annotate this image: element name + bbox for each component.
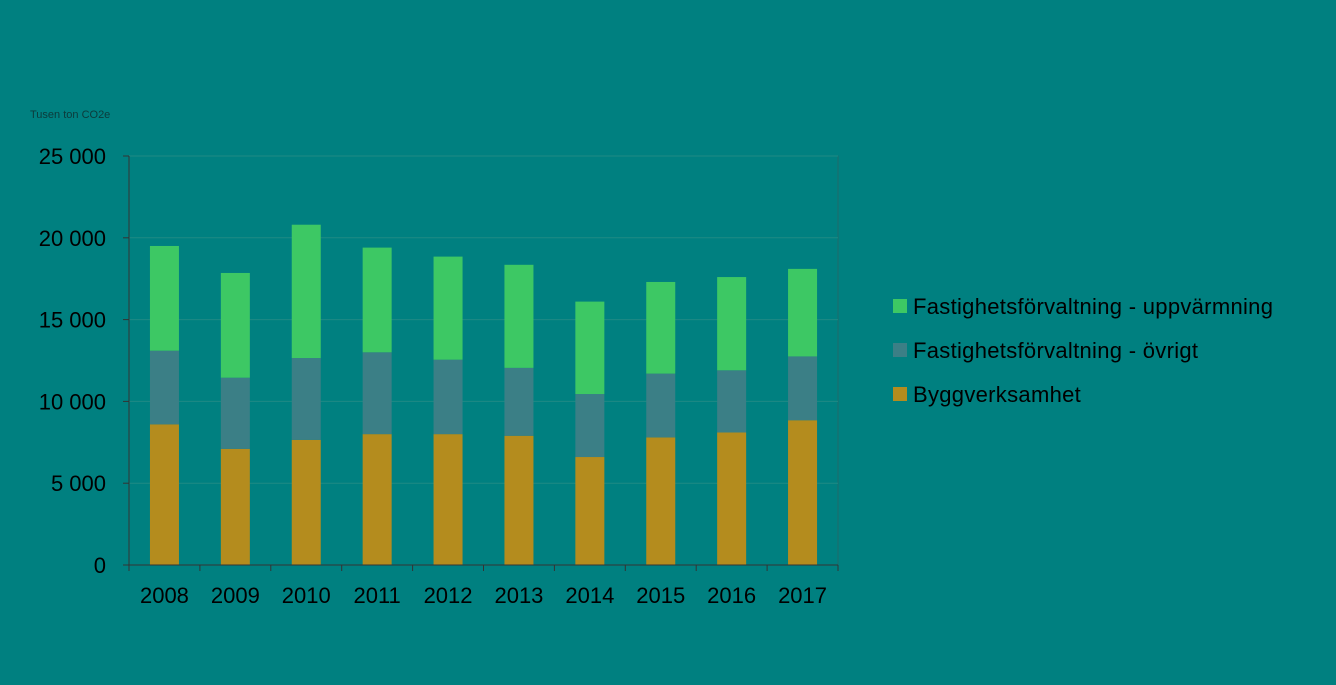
bar-segment [646,437,676,565]
bar-segment [291,358,321,440]
legend-label: Fastighetsförvaltning - uppvärmning [913,294,1273,319]
x-tick-label: 2008 [140,583,189,608]
legend-swatch [893,343,907,357]
bar-segment [646,373,676,438]
x-tick-label: 2016 [707,583,756,608]
y-tick-label: 20 000 [39,226,106,251]
y-tick-labels: 0 5 000 10 000 15 000 20 000 25 000 [39,144,106,578]
x-tick-label: 2014 [565,583,614,608]
bar-segment [220,377,250,449]
bar-segment [575,301,605,395]
y-tick-label: 5 000 [51,471,106,496]
bar-segment [362,247,392,353]
y-tick-label: 0 [94,553,106,578]
bar-segment [504,435,534,565]
bar-segment [504,367,534,436]
axes [123,155,839,571]
bar-segment [220,448,250,565]
bar-segment [575,394,605,458]
legend-swatch [893,387,907,401]
bar-segment [433,434,463,565]
x-tick-label: 2017 [778,583,827,608]
bar-segment [575,457,605,565]
bar-segment [291,439,321,565]
legend-label: Byggverksamhet [913,382,1081,407]
bar-segment [717,370,747,433]
y-tick-label: 10 000 [39,389,106,414]
x-tick-label: 2015 [636,583,685,608]
bar-segment [646,281,676,374]
bar-segment [362,352,392,435]
x-tick-label: 2012 [424,583,473,608]
bar-segment [362,434,392,565]
bar-segment [717,277,747,371]
bar-segment [149,350,179,425]
y-tick-label: 15 000 [39,308,106,333]
x-tick-label: 2013 [494,583,543,608]
x-tick-label: 2010 [282,583,331,608]
bar-segment [149,424,179,565]
legend-swatch [893,299,907,313]
legend: Fastighetsförvaltning - uppvärmning Fasti… [893,294,1273,407]
x-tick-labels: 2008 2009 2010 2011 2012 2013 2014 2015 2016 2017 [140,583,827,608]
bar-segment [788,356,818,421]
bar-segment [788,420,818,565]
bar-segment [291,224,321,359]
bar-segment [220,272,250,378]
bar-segment [433,359,463,435]
x-tick-label: 2011 [353,583,400,608]
legend-label: Fastighetsförvaltning - övrigt [913,338,1198,363]
x-tick-label: 2009 [211,583,260,608]
unit-label: Tusen ton CO2e [30,109,110,121]
bars [149,224,818,565]
bar-segment [433,256,463,360]
bar-segment [504,264,534,368]
y-tick-label: 25 000 [39,144,106,169]
bar-segment [717,432,747,565]
bar-segment [788,268,818,357]
bar-segment [149,245,179,351]
